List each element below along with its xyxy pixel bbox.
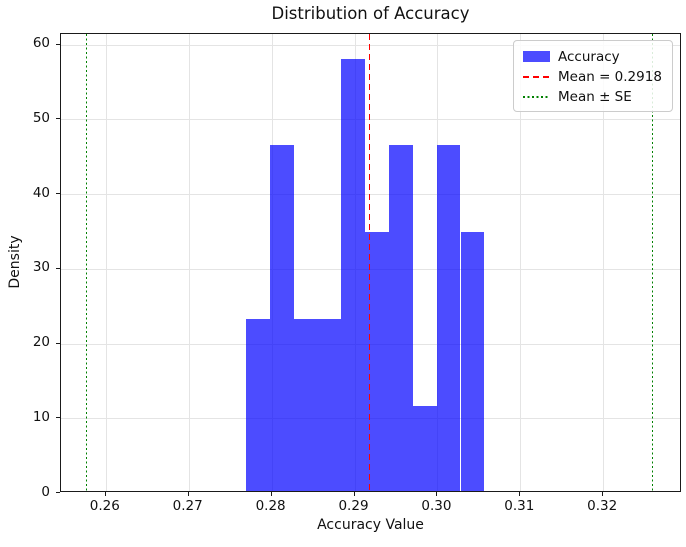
legend-label-accuracy: Accuracy	[558, 48, 620, 65]
y-tick-mark	[56, 492, 60, 493]
x-tick-mark	[187, 492, 189, 496]
x-tick-mark	[353, 492, 355, 496]
histogram-bar	[245, 318, 270, 491]
x-gridline	[188, 34, 190, 491]
mean-line	[368, 34, 371, 491]
histogram-bar	[412, 406, 437, 491]
legend-entry-mean: Mean = 0.2918	[523, 68, 663, 85]
histogram-bar	[388, 145, 413, 491]
x-tick-label: 0.26	[89, 498, 120, 514]
x-tick-mark	[436, 492, 438, 496]
x-gridline	[105, 34, 107, 491]
legend-entry-accuracy: Accuracy	[523, 48, 663, 65]
y-gridline	[61, 194, 680, 195]
x-tick-label: 0.27	[172, 498, 203, 514]
y-tick-label: 30	[32, 259, 50, 276]
x-tick-mark	[519, 492, 521, 496]
legend: Accuracy Mean = 0.2918 Mean ± SE	[513, 40, 673, 112]
histogram-bar	[293, 318, 318, 491]
legend-entry-se: Mean ± SE	[523, 88, 663, 105]
se-line	[86, 34, 88, 491]
legend-label-mean: Mean = 0.2918	[558, 68, 662, 85]
histogram-bar	[341, 58, 366, 491]
histogram-bar	[269, 145, 294, 491]
y-tick-mark	[56, 118, 60, 120]
y-gridline	[61, 44, 680, 46]
y-tick-mark	[56, 342, 60, 344]
y-tick-label: 0	[41, 483, 50, 500]
y-tick-mark	[56, 417, 60, 419]
y-tick-mark	[56, 43, 60, 45]
x-axis-label: Accuracy Value	[317, 517, 424, 533]
histogram-bar	[317, 318, 342, 491]
legend-swatch-se-dotted-line-icon	[523, 95, 550, 98]
y-tick-label: 10	[32, 408, 50, 425]
legend-swatch-mean-dashed-line-icon	[523, 75, 550, 78]
x-tick-mark	[602, 492, 604, 496]
y-tick-label: 60	[32, 35, 50, 51]
x-tick-mark	[104, 492, 106, 496]
y-tick-label: 20	[32, 334, 50, 350]
histogram-bar	[436, 145, 461, 491]
chart-title: Distribution of Accuracy	[271, 4, 470, 23]
se-line	[651, 34, 653, 491]
legend-label-se: Mean ± SE	[558, 88, 632, 105]
y-tick-label: 40	[32, 184, 50, 201]
histogram-bar	[365, 232, 389, 491]
histogram-bar	[460, 232, 485, 491]
x-gridline	[520, 34, 522, 491]
y-tick-label: 50	[32, 109, 50, 126]
x-gridline	[603, 34, 605, 491]
x-tick-label: 0.31	[504, 498, 535, 514]
legend-swatch-accuracy-patch-icon	[523, 51, 550, 62]
y-tick-mark	[56, 193, 60, 194]
x-tick-label: 0.29	[338, 498, 369, 514]
y-gridline	[61, 119, 680, 121]
y-tick-mark	[56, 267, 60, 269]
x-tick-mark	[270, 492, 272, 496]
x-tick-label: 0.30	[421, 498, 452, 514]
x-tick-label: 0.32	[587, 498, 618, 514]
x-tick-label: 0.28	[255, 498, 286, 514]
